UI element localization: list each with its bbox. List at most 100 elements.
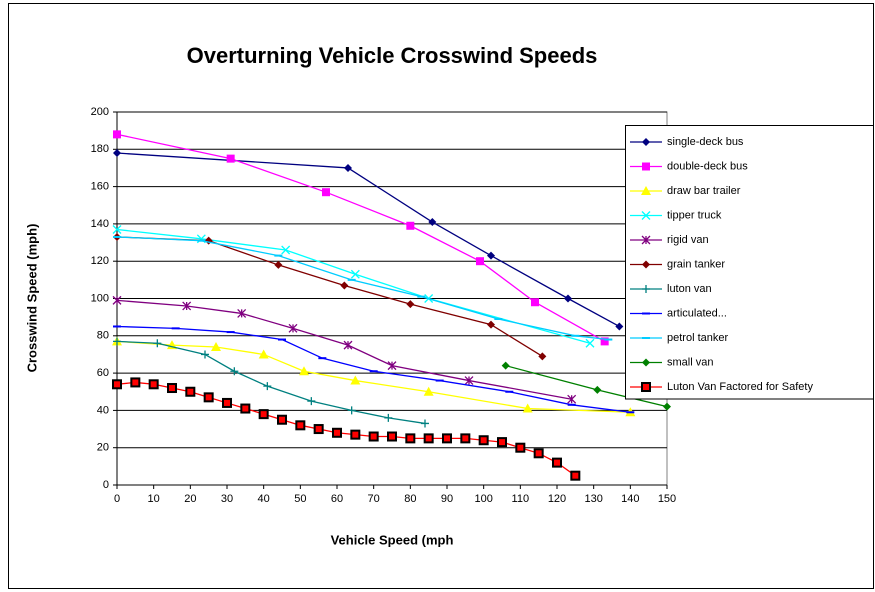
series [501, 361, 671, 411]
legend-marker [642, 285, 650, 293]
marker [570, 470, 581, 481]
y-tick-label: 200 [91, 106, 109, 118]
marker [295, 420, 306, 431]
marker [112, 379, 122, 390]
legend-label: articulated... [667, 307, 727, 319]
marker [487, 251, 495, 260]
marker [615, 322, 624, 331]
y-axis-label: Crosswind Speed (mph) [24, 224, 39, 373]
x-tick-label: 120 [548, 493, 566, 505]
series-line [116, 325, 631, 413]
x-tick-label: 10 [148, 493, 160, 505]
x-tick-label: 50 [294, 493, 306, 505]
x-axis-label: Vehicle Speed (mph [331, 532, 454, 547]
marker [464, 376, 474, 386]
marker [428, 218, 437, 227]
series [113, 130, 609, 346]
marker [277, 414, 287, 425]
marker [384, 413, 393, 422]
marker [350, 269, 360, 279]
marker [258, 409, 269, 420]
marker [340, 281, 349, 290]
marker [487, 320, 495, 329]
legend-label: grain tanker [667, 258, 725, 270]
series-line [116, 236, 609, 341]
x-tick-label: 110 [512, 493, 530, 505]
x-tick-label: 20 [184, 493, 196, 505]
marker [585, 338, 595, 348]
marker [421, 419, 429, 428]
marker [531, 298, 539, 307]
marker [600, 337, 609, 346]
marker [593, 385, 602, 394]
marker [344, 163, 352, 172]
marker [240, 403, 251, 414]
y-tick-label: 20 [97, 442, 109, 454]
y-tick-label: 0 [103, 479, 109, 491]
marker [313, 424, 324, 435]
marker [201, 350, 209, 359]
marker [350, 429, 361, 440]
legend-marker [641, 382, 651, 392]
marker [405, 433, 416, 444]
y-tick-label: 180 [91, 143, 109, 155]
legend-label: tipper truck [667, 209, 722, 221]
marker [182, 301, 192, 311]
legend-marker [642, 260, 650, 269]
marker [442, 433, 452, 444]
legend-label: Luton Van Factored for Safety [667, 381, 813, 393]
marker [258, 349, 269, 359]
marker [263, 382, 272, 391]
y-tick-label: 80 [97, 330, 109, 342]
marker [226, 154, 235, 163]
x-tick-label: 100 [474, 493, 492, 505]
marker [112, 295, 122, 305]
y-tick-label: 140 [91, 218, 109, 230]
x-tick-label: 140 [621, 493, 639, 505]
legend-label: double-deck bus [667, 160, 748, 172]
marker [113, 149, 121, 158]
y-tick-label: 160 [91, 181, 109, 193]
series [113, 232, 547, 361]
legend-marker [642, 358, 650, 367]
marker [533, 448, 544, 459]
series [113, 337, 429, 428]
y-tick-label: 60 [97, 367, 109, 379]
marker [387, 361, 397, 371]
legend-marker [641, 235, 651, 245]
marker [460, 433, 471, 444]
marker [332, 427, 342, 438]
legend-label: draw bar trailer [667, 185, 741, 197]
marker [350, 375, 361, 385]
series [113, 149, 624, 331]
legend [625, 125, 874, 400]
marker [322, 188, 330, 197]
marker [538, 352, 547, 361]
legend-marker [641, 186, 651, 195]
marker [222, 397, 232, 408]
chart-title: Overturning Vehicle Crosswind Speeds [187, 43, 598, 68]
marker [211, 341, 221, 351]
series-line [116, 299, 572, 400]
marker [423, 433, 434, 444]
marker [113, 130, 121, 139]
marker [130, 377, 141, 388]
marker [230, 367, 239, 376]
x-tick-label: 150 [658, 493, 676, 505]
series [112, 336, 636, 417]
series-line [116, 152, 620, 328]
marker [406, 221, 415, 230]
marker [167, 383, 177, 394]
marker [564, 294, 572, 303]
marker [406, 300, 415, 309]
marker [148, 379, 159, 390]
marker [368, 431, 379, 442]
marker [343, 340, 353, 350]
legend-label: petrol tanker [667, 332, 728, 344]
marker [497, 437, 507, 448]
legend-marker [641, 211, 651, 220]
marker [522, 403, 533, 413]
marker [237, 308, 247, 318]
x-tick-label: 0 [114, 493, 120, 505]
